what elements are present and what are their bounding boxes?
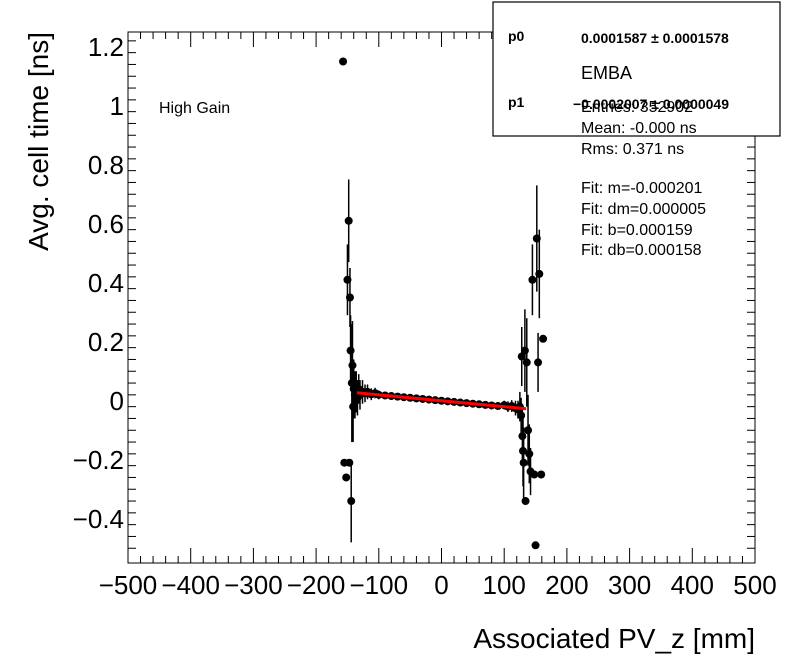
x-tick-label: −300 xyxy=(224,570,283,600)
data-point xyxy=(534,332,543,392)
data-point xyxy=(521,497,530,506)
y-tick-label: 0.4 xyxy=(88,268,124,298)
data-point xyxy=(517,327,526,386)
stats-param-p1-name: p1 xyxy=(508,94,525,110)
y-tick-label: −0.2 xyxy=(73,445,124,475)
data-point xyxy=(530,470,539,479)
x-tick-label: −500 xyxy=(99,570,158,600)
data-point xyxy=(531,541,540,550)
y-axis-title: Avg. cell time [ns] xyxy=(23,32,54,251)
data-point xyxy=(347,459,356,543)
stats-param-p0-name: p0 xyxy=(508,28,525,44)
data-point xyxy=(345,458,354,467)
x-tick-label: 200 xyxy=(545,570,588,600)
stats-fit-m: Fit: m=-0.000201 xyxy=(581,180,703,197)
x-tick-label: 400 xyxy=(671,570,714,600)
data-point xyxy=(535,229,544,319)
stats-entries: Entries: 352902 xyxy=(581,99,693,116)
data-point xyxy=(522,318,531,407)
x-tick-label: 100 xyxy=(483,570,526,600)
annotation-high-gain: High Gain xyxy=(159,100,230,117)
stats-mean: Mean: -0.000 ns xyxy=(581,120,697,137)
x-tick-label: −400 xyxy=(161,570,220,600)
x-axis-title: Associated PV_z [mm] xyxy=(473,623,755,654)
x-tick-label: 500 xyxy=(733,570,776,600)
data-point xyxy=(528,244,537,316)
y-tick-label: 0.6 xyxy=(88,209,124,239)
fit-line xyxy=(356,391,527,411)
data-point xyxy=(339,57,348,66)
data-point xyxy=(344,179,353,263)
data-point xyxy=(519,427,528,499)
stats-fit-db: Fit: db=0.000158 xyxy=(581,242,702,259)
y-axis-tick-labels: −0.4 −0.2 0 0.2 0.4 0.6 0.8 1 1.2 xyxy=(73,32,124,534)
data-point xyxy=(342,473,351,482)
stats-fit-b: Fit: b=0.000159 xyxy=(581,222,693,239)
y-tick-label: 0 xyxy=(110,386,124,416)
stats-param-p1-value: −0.0002007 ± 0.0000049 xyxy=(573,96,729,112)
x-tick-label: −100 xyxy=(350,570,409,600)
stats-rms: Rms: 0.371 ns xyxy=(581,141,684,158)
stats-title: EMBA xyxy=(581,63,632,83)
x-tick-label: 0 xyxy=(434,570,448,600)
stats-param-p0-value: 0.0001587 ± 0.0001578 xyxy=(581,30,729,46)
y-tick-label: 0.2 xyxy=(88,327,124,357)
y-tick-label: 1.2 xyxy=(88,32,124,62)
data-point xyxy=(539,334,548,343)
stats-box: Entries: 352902 Mean: -0.000 ns Rms: 0.3… xyxy=(492,1,781,259)
y-tick-label: 0.8 xyxy=(88,150,124,180)
stats-fit-dm: Fit: dm=0.000005 xyxy=(581,201,706,218)
data-points xyxy=(339,57,548,550)
x-tick-label: 300 xyxy=(608,570,651,600)
x-axis-tick-labels: −500 −400 −300 −200 −100 0 100 200 300 400 500 xyxy=(99,570,777,600)
y-axis-ticks xyxy=(128,40,755,549)
y-tick-label: −0.4 xyxy=(73,504,124,534)
data-point xyxy=(537,470,546,479)
x-tick-label: −200 xyxy=(287,570,346,600)
y-tick-label: 1 xyxy=(110,91,124,121)
